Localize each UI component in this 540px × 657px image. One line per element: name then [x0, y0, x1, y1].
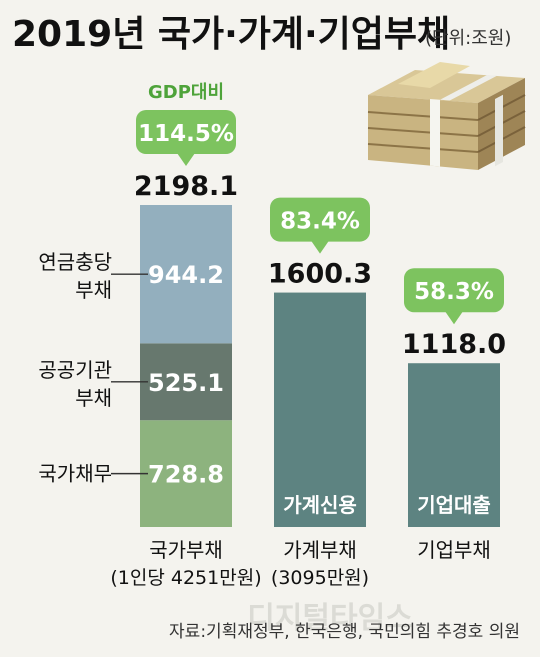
- money-stack-illustration: [367, 62, 526, 170]
- chart-title: 2019년 국가·가계·기업부채: [12, 14, 450, 55]
- gdp-bubble-pointer: [177, 153, 195, 166]
- bar-total-label: 1600.3: [268, 259, 372, 290]
- category-label: 가계부채: [283, 538, 357, 562]
- gdp-ratio-label: 83.4%: [280, 209, 360, 235]
- unit-label: (단위:조원): [425, 28, 511, 49]
- category-sublabel: (3095만원): [271, 567, 369, 589]
- gdp-ratio-caption: GDP대비: [148, 82, 224, 103]
- legend-label-line2: 부채: [75, 386, 112, 410]
- bars-layer: [140, 205, 500, 527]
- bar-total-label: 1118.0: [402, 329, 506, 360]
- bar-segment: [274, 292, 366, 527]
- source-note: 자료:기획재정부, 한국은행, 국민의힘 추경호 의원: [169, 622, 520, 642]
- bar-segment: [140, 205, 232, 344]
- category-label: 국가부채: [149, 538, 223, 562]
- bar-segment: [408, 363, 500, 527]
- gdp-ratio-bubble: [136, 110, 236, 154]
- gdp-ratio-label: 58.3%: [414, 279, 494, 305]
- bar-inner-label: 기업대출: [417, 493, 491, 517]
- segment-value-label: 728.8: [148, 461, 224, 489]
- watermark: 디지털타임스: [247, 601, 413, 636]
- gdp-bubble-pointer: [311, 240, 329, 254]
- bar-total-label: 2198.1: [134, 171, 238, 202]
- segment-value-label: 944.2: [148, 261, 224, 289]
- gdp-ratio-bubble: [270, 197, 370, 242]
- legend-label: 국가채무: [38, 462, 112, 486]
- gdp-ratio-bubble: [404, 268, 504, 313]
- bar-segment: [140, 420, 232, 527]
- segment-value-label: 525.1: [148, 369, 224, 397]
- gdp-ratio-label: 114.5%: [138, 121, 234, 147]
- legend-label-line2: 부채: [75, 278, 112, 302]
- legend-label: 공공기관: [38, 358, 112, 382]
- legend-label: 연금충당: [38, 250, 112, 274]
- category-label: 기업부채: [417, 538, 491, 562]
- bar-segment: [140, 343, 232, 421]
- category-sublabel: (1인당 4251만원): [110, 567, 261, 589]
- bar-inner-label: 가계신용: [283, 493, 357, 517]
- gdp-bubble-pointer: [445, 311, 463, 325]
